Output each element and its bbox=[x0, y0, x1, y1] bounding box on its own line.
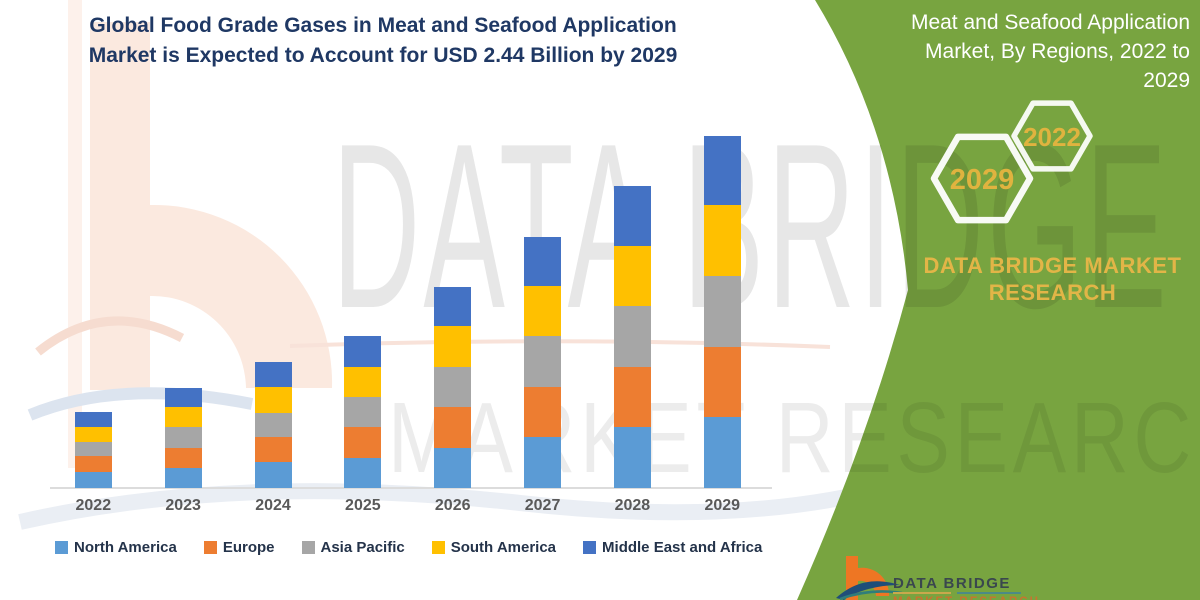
legend-marker bbox=[431, 541, 445, 554]
bar-segment-middle-east-and-africa-2027 bbox=[524, 236, 562, 286]
bar-segment-asia-pacific-2025 bbox=[344, 397, 382, 428]
bar-segment-middle-east-and-africa-2025 bbox=[344, 336, 382, 367]
bar-segment-europe-2027 bbox=[524, 386, 562, 438]
legend-label: Middle East and Africa bbox=[602, 539, 763, 556]
footer-logo: DATA BRIDGE MARKET RESEARCH bbox=[836, 556, 1040, 600]
bar-segment-middle-east-and-africa-2029 bbox=[703, 135, 741, 206]
bar-segment-middle-east-and-africa-2024 bbox=[254, 362, 292, 387]
bar-segment-asia-pacific-2024 bbox=[254, 412, 292, 438]
legend-marker bbox=[55, 541, 68, 554]
bar-segment-europe-2025 bbox=[344, 427, 382, 458]
chart-title-line2: Market is Expected to Account for USD 2.… bbox=[88, 44, 678, 67]
bar-segment-north-america-2029 bbox=[703, 417, 741, 488]
footer-logo-swoosh bbox=[836, 581, 900, 600]
legend-item-north-america: North America bbox=[55, 539, 177, 556]
bar-segment-north-america-2026 bbox=[434, 447, 472, 488]
x-axis-line bbox=[50, 487, 772, 489]
bar-segment-south-america-2028 bbox=[613, 245, 651, 307]
bar-segment-south-america-2027 bbox=[524, 285, 562, 337]
footer-logo-underline-left bbox=[893, 592, 951, 594]
x-axis-label-2026: 2026 bbox=[434, 497, 471, 514]
watermark-thin-stripe bbox=[68, 0, 82, 468]
bar-segment-south-america-2029 bbox=[703, 205, 741, 276]
bar-segment-middle-east-and-africa-2022 bbox=[74, 411, 112, 428]
bar-segment-asia-pacific-2029 bbox=[703, 275, 741, 347]
bar-segment-europe-2028 bbox=[613, 366, 651, 428]
footer-logo-title: DATA BRIDGE bbox=[893, 575, 1011, 592]
legend-label: Asia Pacific bbox=[320, 539, 405, 556]
footer-logo-underline-right bbox=[957, 592, 1021, 594]
legend-label: South America bbox=[450, 539, 557, 556]
bar-segment-north-america-2023 bbox=[164, 467, 202, 488]
legend-item-south-america: South America bbox=[431, 539, 557, 556]
bar-segment-south-america-2023 bbox=[164, 407, 202, 428]
watermark-b-bowl bbox=[150, 204, 333, 388]
bar-segment-europe-2023 bbox=[164, 447, 202, 468]
bar-segment-north-america-2025 bbox=[344, 457, 382, 488]
x-axis-label-2025: 2025 bbox=[345, 497, 381, 514]
bar-segment-middle-east-and-africa-2023 bbox=[164, 388, 202, 408]
watermark-blue-swoosh-large bbox=[18, 470, 923, 530]
legend-item-asia-pacific: Asia Pacific bbox=[301, 539, 405, 556]
bar-segment-asia-pacific-2028 bbox=[613, 306, 651, 367]
bar-segment-south-america-2025 bbox=[344, 366, 382, 398]
bar-segment-north-america-2028 bbox=[613, 427, 651, 488]
watermark-b-stem bbox=[90, 22, 150, 390]
x-axis-label-2028: 2028 bbox=[614, 497, 651, 514]
bar-segment-europe-2022 bbox=[74, 456, 112, 473]
legend-item-europe: Europe bbox=[203, 539, 275, 556]
bar-segment-asia-pacific-2023 bbox=[164, 427, 202, 448]
bar-segment-europe-2029 bbox=[703, 346, 741, 418]
footer-logo-subtitle: MARKET RESEARCH bbox=[893, 596, 1040, 600]
chart-title: Global Food Grade Gases in Meat and Seaf… bbox=[58, 11, 708, 71]
bar-segment-south-america-2024 bbox=[254, 386, 292, 413]
legend-marker bbox=[203, 541, 217, 554]
bar-segment-south-america-2026 bbox=[434, 326, 472, 367]
chart-title-line1: Global Food Grade Gases in Meat and Seaf… bbox=[89, 14, 677, 37]
x-axis-label-2022: 2022 bbox=[75, 497, 112, 514]
bar-segment-asia-pacific-2022 bbox=[74, 441, 112, 457]
legend-label: Europe bbox=[222, 539, 275, 556]
bar-segment-asia-pacific-2026 bbox=[434, 366, 472, 408]
x-axis-label-2029: 2029 bbox=[704, 497, 741, 514]
bar-segment-south-america-2022 bbox=[74, 427, 112, 442]
legend-marker bbox=[583, 541, 597, 554]
chart-legend: North America Europe Asia Pacific South Ame… bbox=[55, 539, 775, 556]
legend-label: North America bbox=[74, 539, 177, 556]
bar-segment-north-america-2024 bbox=[254, 462, 292, 488]
legend-marker bbox=[301, 541, 315, 554]
bar-segment-north-america-2022 bbox=[74, 472, 112, 488]
bar-segment-middle-east-and-africa-2026 bbox=[434, 287, 472, 327]
bar-segment-middle-east-and-africa-2028 bbox=[613, 186, 651, 246]
watermark-blue-swoosh-small bbox=[27, 387, 254, 421]
bar-segment-north-america-2027 bbox=[524, 437, 562, 488]
bar-segment-asia-pacific-2027 bbox=[524, 336, 562, 387]
bar-segment-europe-2026 bbox=[434, 407, 472, 448]
legend-item-middle-east-and-africa: Middle East and Africa bbox=[583, 539, 762, 556]
x-axis-label-2023: 2023 bbox=[165, 497, 201, 514]
x-axis-label-2024: 2024 bbox=[255, 497, 291, 514]
bar-segment-europe-2024 bbox=[254, 437, 292, 462]
watermark-pink-arc-left bbox=[35, 316, 185, 356]
x-axis-label-2027: 2027 bbox=[524, 497, 561, 514]
